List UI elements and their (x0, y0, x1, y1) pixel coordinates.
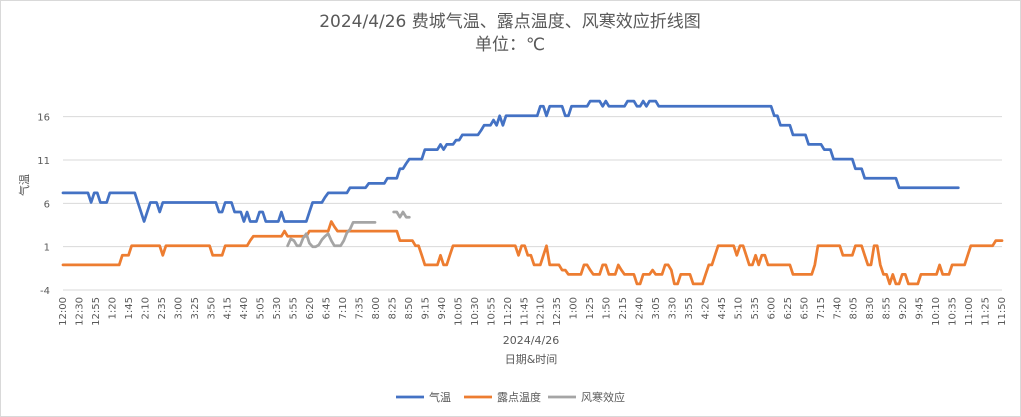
x-tick-label: 10:30 (470, 297, 481, 326)
x-tick-label: 11:20 (503, 297, 514, 326)
series-line-0 (61, 99, 960, 223)
x-tick-label: 12:35 (552, 297, 563, 326)
legend-label-2: 风寒效应 (581, 390, 625, 404)
series-line-2 (286, 210, 411, 249)
y-tick-label: 6 (44, 199, 50, 210)
x-tick-label: 6:00 (766, 297, 777, 319)
x-tick-label: 6:45 (322, 297, 333, 319)
x-tick-label: 3:05 (651, 297, 662, 319)
x-tick-label: 2:15 (618, 297, 629, 319)
x-tick-label: 1:00 (569, 297, 580, 319)
x-tick-label: 5:30 (272, 297, 283, 319)
chart-title: 2024/4/26 费城气温、露点温度、风寒效应折线图 (319, 12, 701, 32)
x-axis-date-label: 2024/4/26 (503, 334, 559, 347)
x-tick-label: 8:55 (882, 297, 893, 319)
x-tick-label: 4:20 (700, 297, 711, 319)
x-tick-label: 4:45 (717, 297, 728, 319)
x-tick-label: 10:05 (453, 297, 464, 326)
x-tick-label: 12:10 (536, 297, 547, 326)
x-tick-label: 3:25 (190, 297, 201, 319)
x-tick-label: 8:05 (849, 297, 860, 319)
x-tick-label: 6:20 (305, 297, 316, 319)
x-tick-label: 7:35 (355, 297, 366, 319)
x-tick-label: 9:45 (915, 297, 926, 319)
x-tick-label: 3:55 (684, 297, 695, 319)
x-tick-label: 12:55 (91, 297, 102, 326)
x-tick-label: 12:00 (58, 297, 69, 326)
x-tick-label: 9:20 (898, 297, 909, 319)
x-axis-label: 日期&时间 (505, 353, 558, 366)
x-tick-label: 8:50 (404, 297, 415, 319)
x-tick-label: 5:10 (733, 297, 744, 319)
x-tick-label: 2:40 (635, 297, 646, 319)
y-tick-label: -4 (40, 286, 50, 297)
x-tick-label: 10:55 (486, 297, 497, 326)
x-axis-ticks: 12:00 12:30 12:55 1:20 1:45 2:10 2:35 3:00 3:25 3… (58, 297, 1008, 326)
y-tick-label: 16 (37, 113, 50, 124)
x-tick-label: 10:10 (931, 297, 942, 326)
x-tick-label: 2:35 (157, 297, 168, 319)
x-tick-label: 1:50 (602, 297, 613, 319)
x-tick-label: 12:30 (74, 297, 85, 326)
y-tick-label: 11 (37, 156, 50, 167)
x-tick-label: 11:00 (964, 297, 975, 326)
x-tick-label: 1:25 (585, 297, 596, 319)
y-tick-label: 1 (44, 243, 50, 254)
x-tick-label: 5:55 (289, 297, 300, 319)
x-tick-label: 6:50 (799, 297, 810, 319)
series-lines (61, 99, 1004, 286)
x-tick-label: 11:25 (981, 297, 992, 326)
x-tick-label: 5:35 (750, 297, 761, 319)
x-tick-label: 9:15 (420, 297, 431, 319)
legend-label-1: 露点温度 (497, 390, 541, 404)
x-tick-label: 7:15 (816, 297, 827, 319)
x-tick-label: 11:50 (997, 297, 1008, 326)
legend: 气温 露点温度 风寒效应 (396, 390, 625, 404)
x-tick-label: 1:45 (124, 297, 135, 319)
legend-label-0: 气温 (429, 390, 451, 404)
x-tick-label: 7:10 (338, 297, 349, 319)
x-tick-label: 1:20 (107, 297, 118, 319)
x-tick-label: 8:30 (865, 297, 876, 319)
chart-subtitle: 单位：℃ (475, 35, 545, 55)
x-tick-label: 3:50 (206, 297, 217, 319)
x-tick-label: 8:25 (387, 297, 398, 319)
x-tick-label: 4:40 (239, 297, 250, 319)
series-line-1 (61, 220, 1004, 286)
x-tick-label: 7:40 (832, 297, 843, 319)
x-tick-label: 3:30 (668, 297, 679, 319)
x-tick-label: 4:15 (223, 297, 234, 319)
y-axis-label: 气温 (17, 174, 31, 196)
x-tick-label: 6:25 (783, 297, 794, 319)
x-tick-label: 3:00 (173, 297, 184, 319)
x-tick-label: 8:00 (371, 297, 382, 319)
x-tick-label: 9:40 (437, 297, 448, 319)
x-tick-label: 11:45 (519, 297, 530, 326)
x-tick-label: 5:05 (256, 297, 267, 319)
x-tick-label: 10:35 (948, 297, 959, 326)
x-tick-label: 2:10 (140, 297, 151, 319)
